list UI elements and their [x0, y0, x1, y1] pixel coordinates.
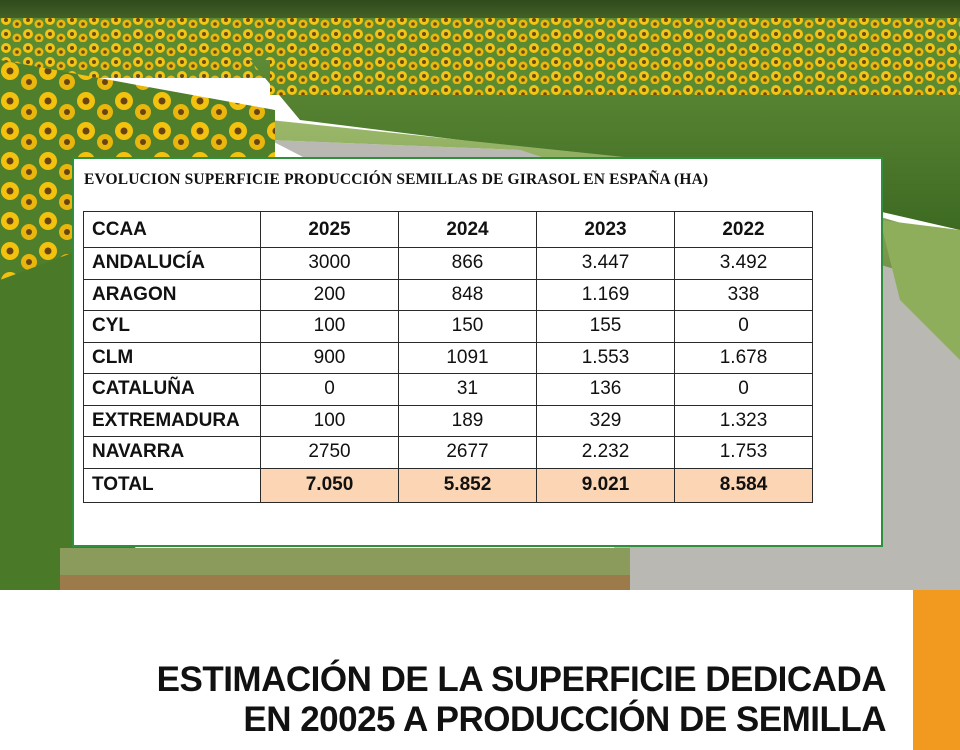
value-cell: 100: [260, 310, 399, 343]
value-cell: 31: [398, 373, 537, 406]
value-cell: 1.753: [674, 436, 813, 469]
value-cell: 0: [260, 373, 399, 406]
value-cell: 0: [674, 373, 813, 406]
region-cell: EXTREMADURA: [83, 404, 261, 437]
table-row: CATALUÑA 0 31 136 0: [83, 373, 813, 406]
region-cell: NAVARRA: [83, 436, 261, 469]
value-cell: 1.323: [674, 404, 813, 437]
value-cell: 155: [536, 310, 675, 343]
table-row: CLM 900 1091 1.553 1.678: [83, 341, 813, 374]
region-cell: CLM: [83, 341, 261, 374]
value-cell: 2.232: [536, 436, 675, 469]
total-value: 5.852: [398, 467, 537, 503]
header-2022: 2022: [674, 211, 813, 248]
total-value: 9.021: [536, 467, 675, 503]
value-cell: 338: [674, 278, 813, 311]
table-row: ARAGON 200 848 1.169 338: [83, 278, 813, 311]
value-cell: 3000: [260, 247, 399, 280]
value-cell: 100: [260, 404, 399, 437]
header-ccaa: CCAA: [83, 211, 261, 248]
value-cell: 0: [674, 310, 813, 343]
value-cell: 329: [536, 404, 675, 437]
table-row: ANDALUCÍA 3000 866 3.447 3.492: [83, 247, 813, 280]
value-cell: 1091: [398, 341, 537, 374]
value-cell: 900: [260, 341, 399, 374]
value-cell: 3.447: [536, 247, 675, 280]
value-cell: 2677: [398, 436, 537, 469]
value-cell: 1.678: [674, 341, 813, 374]
table-row: EXTREMADURA 100 189 329 1.323: [83, 404, 813, 437]
table-row: CYL 100 150 155 0: [83, 310, 813, 343]
value-cell: 848: [398, 278, 537, 311]
total-value: 8.584: [674, 467, 813, 503]
table-total-row: TOTAL 7.050 5.852 9.021 8.584: [83, 467, 813, 503]
value-cell: 1.169: [536, 278, 675, 311]
value-cell: 189: [398, 404, 537, 437]
production-table: CCAA 2025 2024 2023 2022 ANDALUCÍA 3000 …: [83, 211, 813, 503]
header-2024: 2024: [398, 211, 537, 248]
header-2025: 2025: [260, 211, 399, 248]
table-row: NAVARRA 2750 2677 2.232 1.753: [83, 436, 813, 469]
region-cell: CATALUÑA: [83, 373, 261, 406]
value-cell: 200: [260, 278, 399, 311]
production-table-card: EVOLUCION SUPERFICIE PRODUCCIÓN SEMILLAS…: [72, 157, 883, 547]
region-cell: ARAGON: [83, 278, 261, 311]
headline-line-1: ESTIMACIÓN DE LA SUPERFICIE DEDICADA: [156, 660, 887, 699]
value-cell: 866: [398, 247, 537, 280]
table-header-row: CCAA 2025 2024 2023 2022: [83, 211, 813, 248]
value-cell: 150: [398, 310, 537, 343]
total-label: TOTAL: [83, 467, 261, 503]
value-cell: 136: [536, 373, 675, 406]
table-title: EVOLUCION SUPERFICIE PRODUCCIÓN SEMILLAS…: [84, 171, 709, 188]
headline-line-2: EN 20025 A PRODUCCIÓN DE SEMILLA: [243, 700, 886, 739]
accent-bar: [913, 590, 960, 750]
region-cell: CYL: [83, 310, 261, 343]
headline: ESTIMACIÓN DE LA SUPERFICIE DEDICADA EN …: [156, 660, 887, 740]
value-cell: 1.553: [536, 341, 675, 374]
total-value: 7.050: [260, 467, 399, 503]
value-cell: 3.492: [674, 247, 813, 280]
region-cell: ANDALUCÍA: [83, 247, 261, 280]
header-2023: 2023: [536, 211, 675, 248]
value-cell: 2750: [260, 436, 399, 469]
